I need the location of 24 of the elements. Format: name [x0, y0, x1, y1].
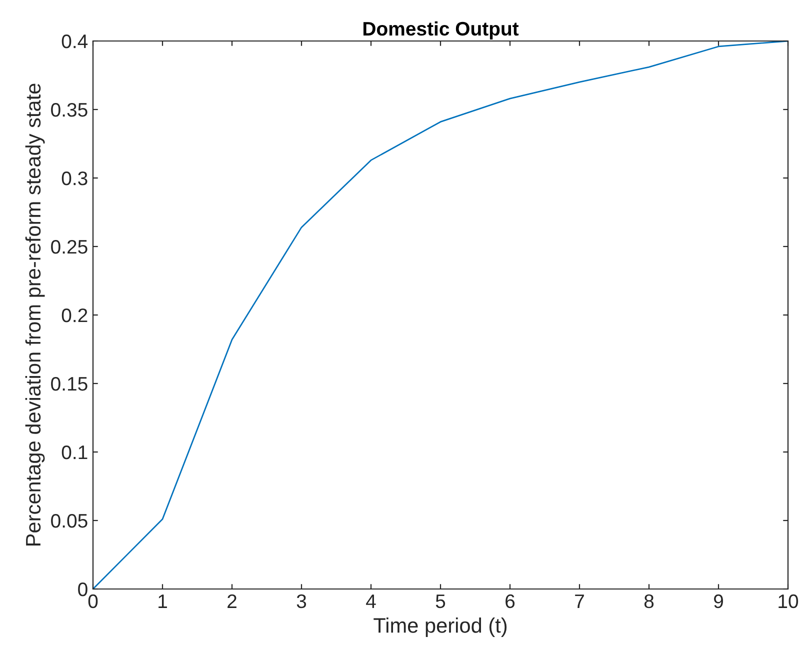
y-tick-label: 0.1 — [62, 445, 88, 460]
x-tick-label: 6 — [506, 594, 515, 608]
y-tick-label: 0.4 — [62, 34, 88, 48]
y-tick-label: 0.15 — [51, 376, 88, 391]
y-tick-label: 0.3 — [62, 171, 88, 186]
x-tick-label: 4 — [366, 594, 376, 608]
x-tick-label: 0 — [88, 594, 98, 608]
y-tick-label: 0 — [78, 582, 88, 596]
x-tick-label: 1 — [158, 594, 167, 608]
x-tick-label: 8 — [644, 594, 654, 608]
y-tick-label: 0.25 — [51, 240, 88, 254]
x-tick-label: 3 — [296, 594, 306, 608]
y-tick-label: 0.2 — [62, 308, 88, 322]
x-axis-title: Time period (t) — [374, 618, 507, 637]
x-tick-label: 9 — [714, 594, 723, 608]
chart-title: Domestic Output — [363, 21, 519, 40]
x-tick-label: 7 — [575, 594, 584, 608]
y-tick-label: 0.35 — [51, 102, 88, 117]
y-axis-title: Percentage deviation from pre-reform steady state — [25, 84, 45, 546]
x-tick-label: 5 — [436, 594, 446, 608]
x-tick-label: 10 — [778, 594, 798, 608]
x-tick-label: 2 — [228, 594, 236, 608]
line-series — [93, 41, 788, 589]
y-tick-label: 0.05 — [51, 514, 88, 528]
